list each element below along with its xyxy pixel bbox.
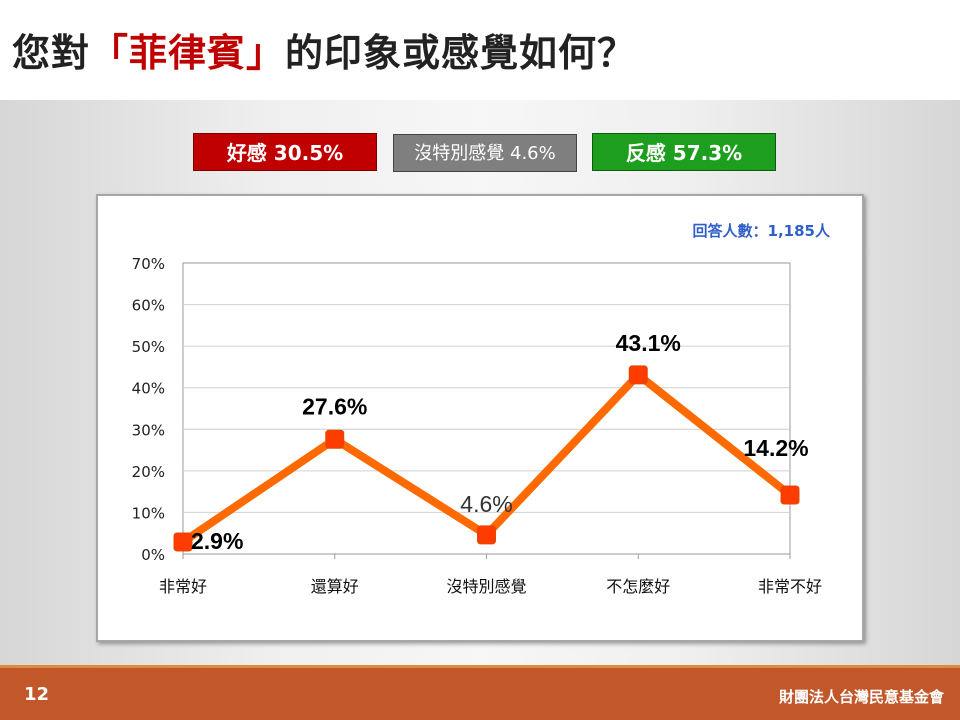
- x-tick-label: 非常不好: [758, 577, 822, 596]
- y-tick-label: 60%: [132, 297, 165, 315]
- y-tick-label: 50%: [132, 338, 165, 356]
- data-label: 4.6%: [460, 491, 512, 517]
- data-point: [628, 365, 648, 385]
- title-suffix: 的印象或感覺如何？: [285, 31, 637, 75]
- data-label: 43.1%: [616, 330, 681, 356]
- unfavorable-summary-box: 反感 57.3%: [592, 133, 776, 171]
- data-label: 27.6%: [302, 393, 367, 419]
- page-title: 您對「菲律賓」的印象或感覺如何？: [12, 22, 636, 77]
- data-point: [780, 485, 800, 505]
- x-tick-label: 非常好: [159, 577, 207, 596]
- chart-panel: 回答人數：1,185人 0% 10% 20% 30% 40% 50% 60% 70% 非常好 還算…: [96, 194, 864, 642]
- y-tick-label: 30%: [132, 421, 165, 439]
- title-bar: 您對「菲律賓」的印象或感覺如何？: [0, 0, 960, 100]
- footer-bar: 12 財團法人台灣民意基金會: [0, 665, 960, 720]
- neutral-summary-box: 沒特別感覺 4.6%: [393, 134, 577, 172]
- y-tick-label: 20%: [132, 463, 165, 481]
- title-prefix: 您對: [12, 31, 91, 75]
- x-tick-label: 沒特別感覺: [446, 577, 526, 596]
- title-highlight: 「菲律賓」: [90, 31, 286, 75]
- respondent-count: 回答人數：1,185人: [692, 222, 830, 240]
- favorable-summary-box: 好感 30.5%: [193, 133, 377, 171]
- organization-name: 財團法人台灣民意基金會: [778, 688, 944, 706]
- data-point: [477, 525, 496, 545]
- data-label: 14.2%: [743, 435, 808, 461]
- y-tick-label: 70%: [132, 255, 165, 273]
- data-label: 2.9%: [191, 528, 243, 554]
- y-tick-label: 40%: [132, 380, 165, 398]
- data-point: [325, 429, 345, 449]
- line-chart: 0% 10% 20% 30% 40% 50% 60% 70% 非常好 還算好 沒特別感覺 不怎麼好 非常…: [132, 255, 822, 596]
- plot-area: [182, 262, 791, 555]
- y-tick-label: 0%: [141, 546, 165, 564]
- x-tick-label: 還算好: [311, 577, 359, 596]
- data-point: [173, 532, 193, 552]
- y-tick-label: 10%: [132, 504, 165, 522]
- x-tick-label: 不怎麼好: [606, 577, 670, 596]
- page-number: 12: [24, 684, 50, 705]
